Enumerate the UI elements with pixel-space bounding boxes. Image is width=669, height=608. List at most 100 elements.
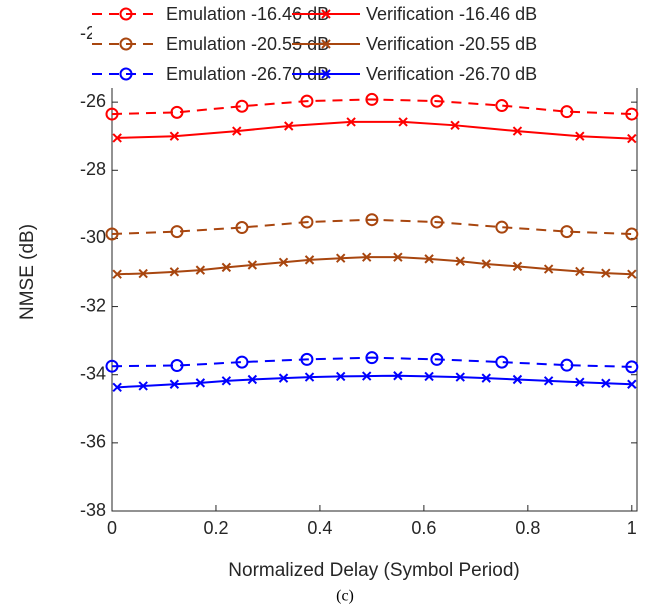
series-line	[111, 218, 632, 235]
marker	[512, 126, 523, 136]
x-axis-label: Normalized Delay (Symbol Period)	[228, 560, 519, 581]
marker	[365, 92, 379, 106]
x-tick-label: 0.4	[307, 518, 332, 538]
legend-label: Emulation -16.46 dB	[166, 4, 329, 24]
marker	[138, 268, 148, 279]
marker	[625, 107, 639, 121]
x-tick-label: 0.8	[515, 518, 540, 538]
marker	[481, 259, 491, 269]
marker	[119, 37, 133, 51]
marker	[365, 213, 379, 227]
marker	[105, 359, 119, 373]
marker	[543, 376, 554, 386]
marker	[495, 355, 509, 369]
marker	[170, 225, 184, 239]
marker	[601, 268, 611, 278]
marker	[455, 372, 465, 382]
y-tick-label: -36	[80, 432, 106, 452]
series-line	[117, 120, 632, 140]
plot-area	[111, 33, 638, 512]
marker	[105, 227, 119, 241]
marker	[424, 371, 434, 382]
marker	[119, 67, 133, 81]
marker	[232, 126, 242, 136]
marker	[169, 267, 180, 277]
marker	[627, 133, 637, 144]
marker	[247, 374, 258, 385]
marker	[112, 269, 122, 279]
legend-label: Emulation -20.55 dB	[166, 34, 329, 54]
marker	[346, 117, 356, 127]
marker	[481, 373, 491, 383]
marker	[393, 371, 403, 381]
legend-label: Verification -16.46 dB	[366, 4, 537, 24]
y-tick-label: -34	[80, 363, 106, 383]
marker	[575, 131, 585, 141]
marker	[304, 372, 315, 382]
marker	[235, 99, 249, 113]
marker	[430, 352, 444, 366]
marker	[627, 269, 637, 279]
marker	[119, 7, 133, 21]
marker	[336, 253, 346, 263]
marker	[221, 262, 232, 273]
marker	[170, 359, 184, 373]
marker	[575, 377, 585, 387]
marker	[361, 252, 372, 262]
x-tick-label: 0.2	[203, 518, 228, 538]
marker	[512, 374, 523, 385]
marker	[455, 256, 465, 266]
y-axis-label: NMSE (dB)	[17, 224, 38, 320]
legend-box	[92, 0, 668, 88]
x-tick-label: 1	[627, 518, 637, 538]
marker	[247, 260, 258, 270]
marker	[560, 358, 574, 372]
marker	[361, 371, 372, 381]
y-tick-label: -32	[80, 295, 106, 315]
marker	[365, 351, 379, 365]
marker	[625, 360, 639, 374]
marker	[450, 120, 460, 131]
caption: (c)	[336, 588, 354, 605]
marker	[393, 252, 403, 262]
marker	[627, 379, 637, 389]
y-tick-label: -30	[80, 227, 106, 247]
marker	[170, 105, 184, 119]
x-tick-label: 0.6	[411, 518, 436, 538]
marker	[169, 379, 180, 389]
marker	[138, 381, 148, 391]
y-tick-label: -26	[80, 91, 106, 111]
marker	[430, 94, 444, 108]
marker	[112, 133, 122, 143]
y-tick-label: -28	[80, 159, 106, 179]
marker	[278, 257, 289, 267]
marker	[321, 39, 331, 49]
marker	[169, 131, 180, 141]
marker	[300, 94, 314, 108]
marker	[105, 107, 119, 121]
marker	[560, 225, 574, 239]
series-line	[111, 356, 632, 368]
marker	[278, 373, 289, 383]
legend-label: Verification -26.70 dB	[366, 64, 537, 84]
marker	[512, 261, 523, 272]
series-line	[111, 98, 632, 116]
marker	[235, 221, 249, 235]
marker	[195, 378, 206, 388]
legend-label: Verification -20.55 dB	[366, 34, 537, 54]
marker	[625, 227, 639, 241]
marker	[495, 99, 509, 113]
marker	[304, 255, 315, 265]
marker	[495, 220, 509, 234]
marker	[235, 355, 249, 369]
marker	[398, 117, 408, 127]
x-tick-label: 0	[107, 518, 117, 538]
marker	[321, 9, 331, 19]
marker	[300, 352, 314, 366]
marker	[424, 254, 434, 264]
marker	[336, 371, 346, 382]
legend-label: Emulation -26.70 dB	[166, 64, 329, 84]
marker	[601, 378, 611, 388]
marker	[575, 266, 585, 277]
